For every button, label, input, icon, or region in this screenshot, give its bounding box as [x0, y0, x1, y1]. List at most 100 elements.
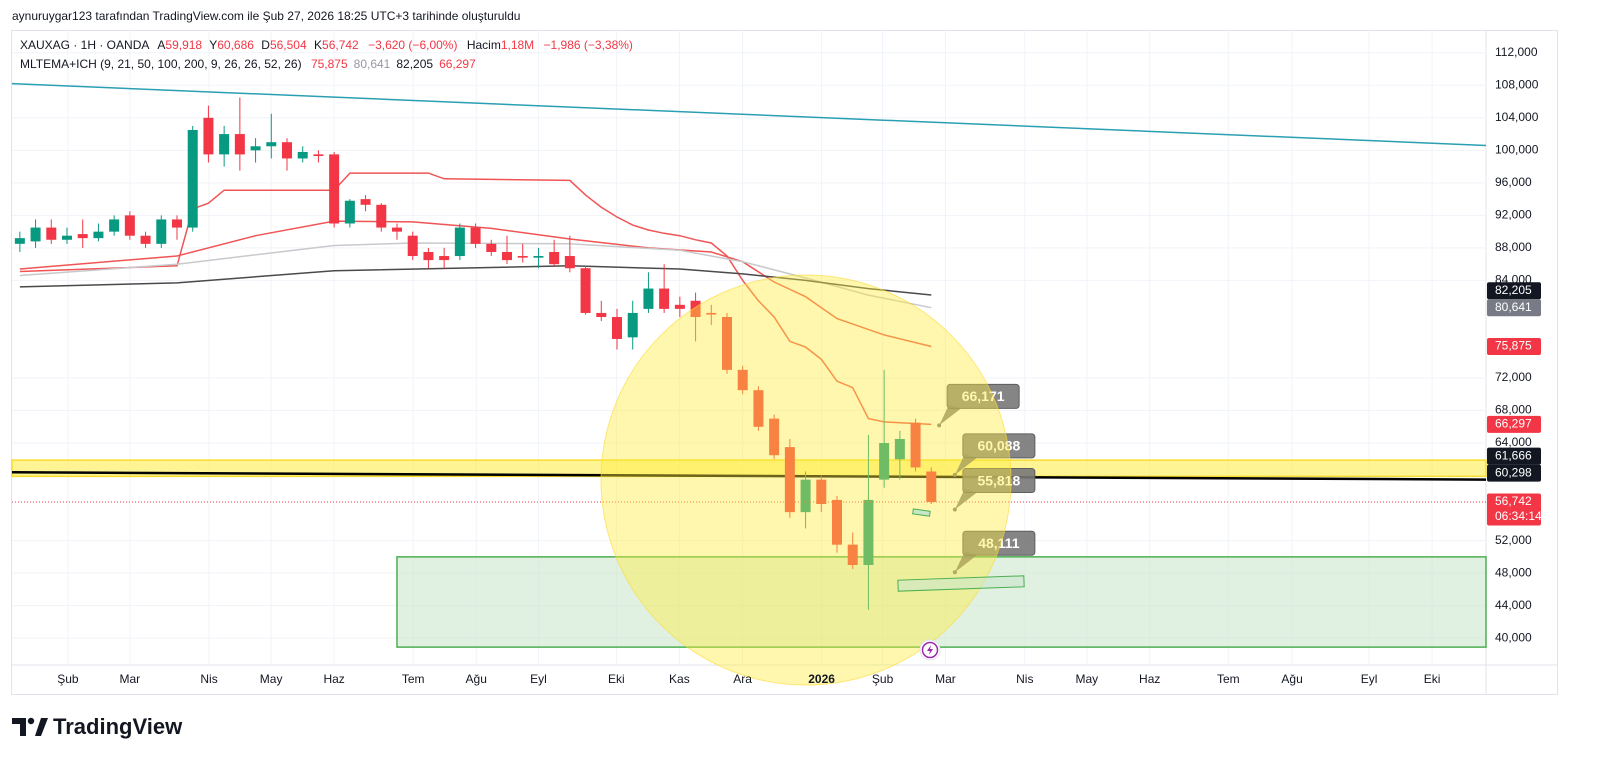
callout-box — [946, 383, 1020, 409]
candle-body — [674, 304, 685, 309]
candle-body — [832, 499, 842, 545]
candle-body — [62, 235, 72, 240]
callout-label: 66,171 — [962, 388, 1005, 404]
x-tick-label: Nis — [1016, 672, 1033, 686]
candle-body — [894, 438, 905, 460]
candle-body — [203, 117, 214, 155]
x-tick-label: Tem — [402, 672, 425, 686]
candle-body — [187, 130, 198, 228]
symbol: XAUXAG · 1H · OANDA — [20, 38, 149, 52]
indicator-lines — [19, 172, 932, 426]
y-tick-label: 88,000 — [1495, 240, 1532, 254]
candle-body — [486, 243, 497, 252]
price-label-box — [1487, 282, 1541, 300]
x-tick-label: Şub — [872, 672, 894, 686]
y-tick-label: 68,000 — [1495, 403, 1532, 417]
candle-body — [784, 447, 795, 513]
candle-body — [46, 227, 57, 240]
candle-body — [643, 288, 654, 309]
price-label-box — [1487, 464, 1541, 482]
ohlc-value: 56,504 — [270, 38, 307, 52]
candle-body — [470, 227, 481, 244]
candle-body — [847, 544, 858, 565]
small-box — [912, 508, 931, 517]
price-label-box — [1487, 415, 1541, 433]
callout-tip — [937, 423, 942, 428]
zone — [396, 556, 1487, 648]
y-tick-label: 96,000 — [1495, 175, 1532, 189]
candle-body — [627, 312, 638, 338]
indicator-value: 82,205 — [396, 57, 433, 71]
highlight-circle — [600, 274, 1012, 686]
candles — [12, 97, 1486, 610]
callout-pointer — [954, 488, 977, 510]
candle-body — [329, 154, 340, 224]
candle-body — [392, 227, 402, 232]
x-tick-label: Ağu — [1281, 672, 1302, 686]
candle-body — [250, 146, 261, 151]
candle-body — [124, 215, 135, 236]
target-box — [897, 575, 1025, 592]
callout-box — [962, 468, 1036, 494]
credit: aynuruygar123 tarafından TradingView.com… — [12, 9, 520, 23]
candle-body — [93, 231, 104, 239]
y-tick-label: 112,000 — [1495, 45, 1538, 59]
axes: 40,000 44,000 48,000 52,000 64,000 68,000 72,0… — [57, 45, 1542, 686]
candle-body — [612, 317, 622, 339]
x-tick-label: Eki — [608, 672, 625, 686]
callout-tip — [952, 570, 957, 575]
x-tick-label: Eyl — [530, 672, 547, 686]
ohlc-value: 60,686 — [217, 38, 254, 52]
candle-body — [706, 312, 717, 315]
candle-body — [596, 312, 607, 318]
candle-body — [722, 317, 732, 370]
x-tick-label: Ara — [733, 672, 752, 686]
candle-body — [344, 200, 355, 224]
callout-tip — [952, 507, 957, 512]
x-tick-label: May — [260, 672, 283, 686]
price-label-box — [1487, 493, 1541, 526]
volume: 1,18M — [501, 38, 534, 52]
x-tick-label: Ağu — [466, 672, 487, 686]
callout-box — [962, 530, 1036, 556]
logo-part — [35, 718, 48, 736]
indicator-value: 66,297 — [439, 57, 476, 71]
candle-body — [297, 151, 308, 159]
candle-body — [910, 422, 921, 468]
price-label: 75,875 — [1495, 339, 1532, 353]
candle-body — [926, 471, 937, 503]
indicator-line — [19, 265, 932, 296]
volume-key: Hacim — [467, 38, 501, 52]
y-tick-label: 40,000 — [1495, 630, 1532, 644]
y-tick-label: 108,000 — [1495, 77, 1539, 91]
callout-tip — [952, 472, 957, 477]
x-tick-label: Eki — [1424, 672, 1441, 686]
candle-body — [109, 219, 120, 232]
y-tick-label: 48,000 — [1495, 565, 1532, 579]
candle-body — [879, 443, 890, 480]
candle-body — [863, 499, 874, 565]
ohlc-value: 56,742 — [322, 38, 359, 52]
x-tick-label: May — [1076, 672, 1099, 686]
candle-body — [234, 134, 245, 155]
candle-body — [219, 134, 230, 155]
price-label-box — [1487, 447, 1541, 465]
countdown: 06:34:14 — [1495, 509, 1542, 523]
indicator-line — [19, 172, 932, 426]
x-tick-label: Şub — [57, 672, 79, 686]
callout-pointer — [954, 551, 977, 573]
event-icon-ring — [921, 641, 939, 659]
y-tick-label: 72,000 — [1495, 370, 1532, 384]
ohlc-key: Y — [209, 38, 217, 52]
ohlc-key: A — [157, 38, 165, 52]
price-label-box — [1487, 337, 1541, 355]
price-label: 82,205 — [1495, 283, 1532, 297]
candle-body — [454, 227, 465, 257]
price-label: 66,297 — [1495, 417, 1532, 431]
y-tick-label: 92,000 — [1495, 208, 1532, 222]
brand-logo: TradingView — [12, 714, 183, 739]
y-tick-label: 104,000 — [1495, 110, 1539, 124]
logo-part — [27, 717, 35, 725]
x-tick-label: Nis — [200, 672, 217, 686]
